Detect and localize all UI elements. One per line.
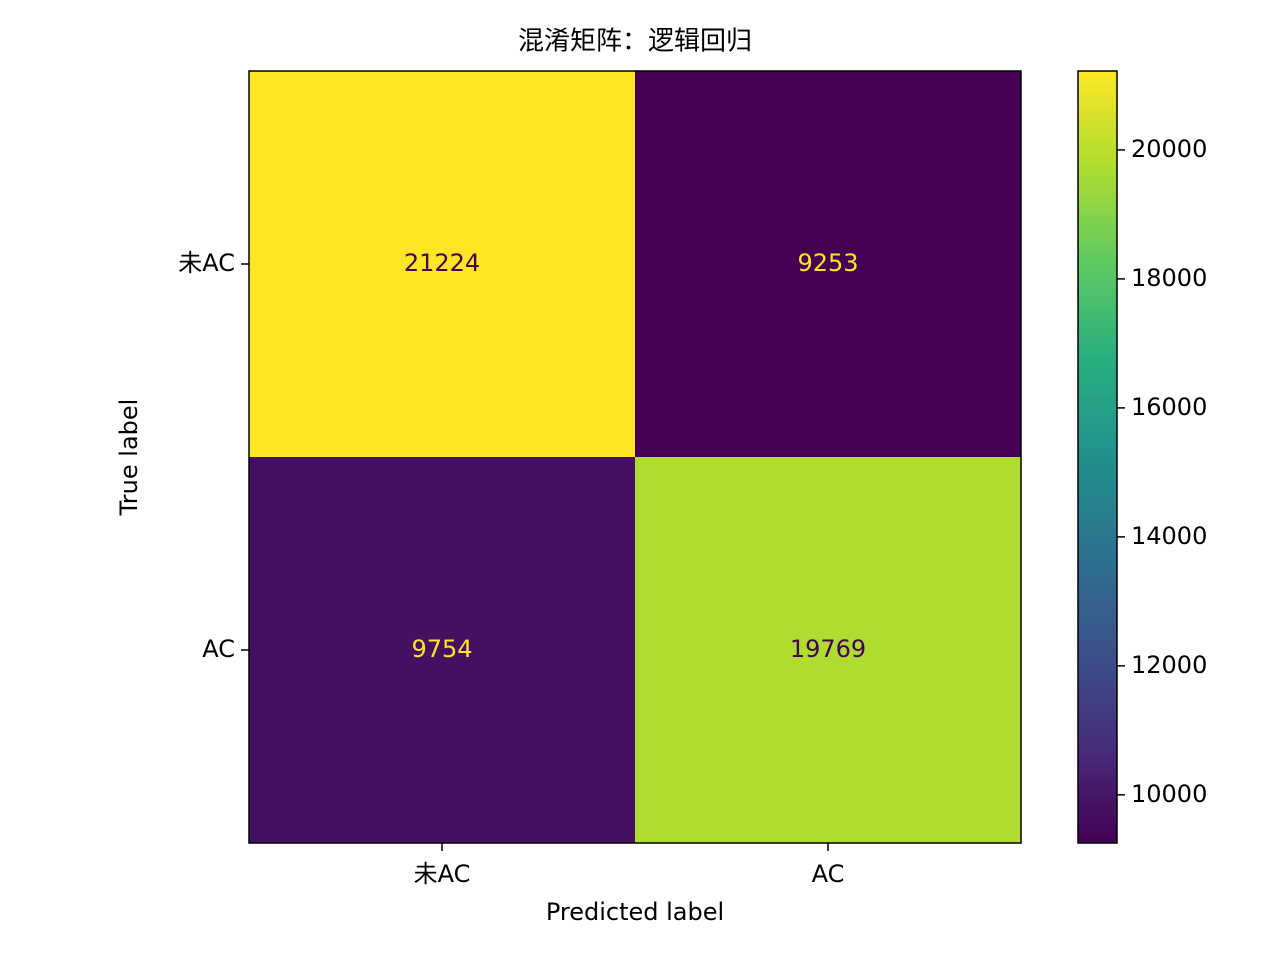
- y-tick-label: AC: [202, 635, 235, 663]
- cell-label: 19769: [790, 635, 866, 663]
- heatmap-cell: [249, 457, 636, 844]
- x-axis-label: Predicted label: [546, 898, 724, 926]
- cell-label: 9253: [797, 249, 858, 277]
- colorbar-tick-label: 18000: [1131, 264, 1207, 292]
- colorbar-tick-label: 14000: [1131, 522, 1207, 550]
- cell-label: 9754: [411, 635, 472, 663]
- colorbar-tick-label: 10000: [1131, 780, 1207, 808]
- heatmap-cell: [635, 457, 1022, 844]
- colorbar: [1077, 70, 1118, 844]
- x-tick-label: 未AC: [414, 860, 471, 888]
- chart-title: 混淆矩阵：逻辑回归: [518, 27, 752, 57]
- y-tick-label: 未AC: [178, 249, 235, 277]
- colorbar-tick-label: 20000: [1131, 135, 1207, 163]
- colorbar-tick-label: 16000: [1131, 393, 1207, 421]
- y-axis-label: True label: [115, 399, 143, 517]
- heatmap-cell: [249, 71, 636, 458]
- heatmap-cell: [635, 71, 1022, 458]
- x-tick-label: AC: [812, 860, 845, 888]
- colorbar-tick-label: 12000: [1131, 651, 1207, 679]
- cell-label: 21224: [404, 249, 480, 277]
- axes-frame: [248, 70, 1022, 844]
